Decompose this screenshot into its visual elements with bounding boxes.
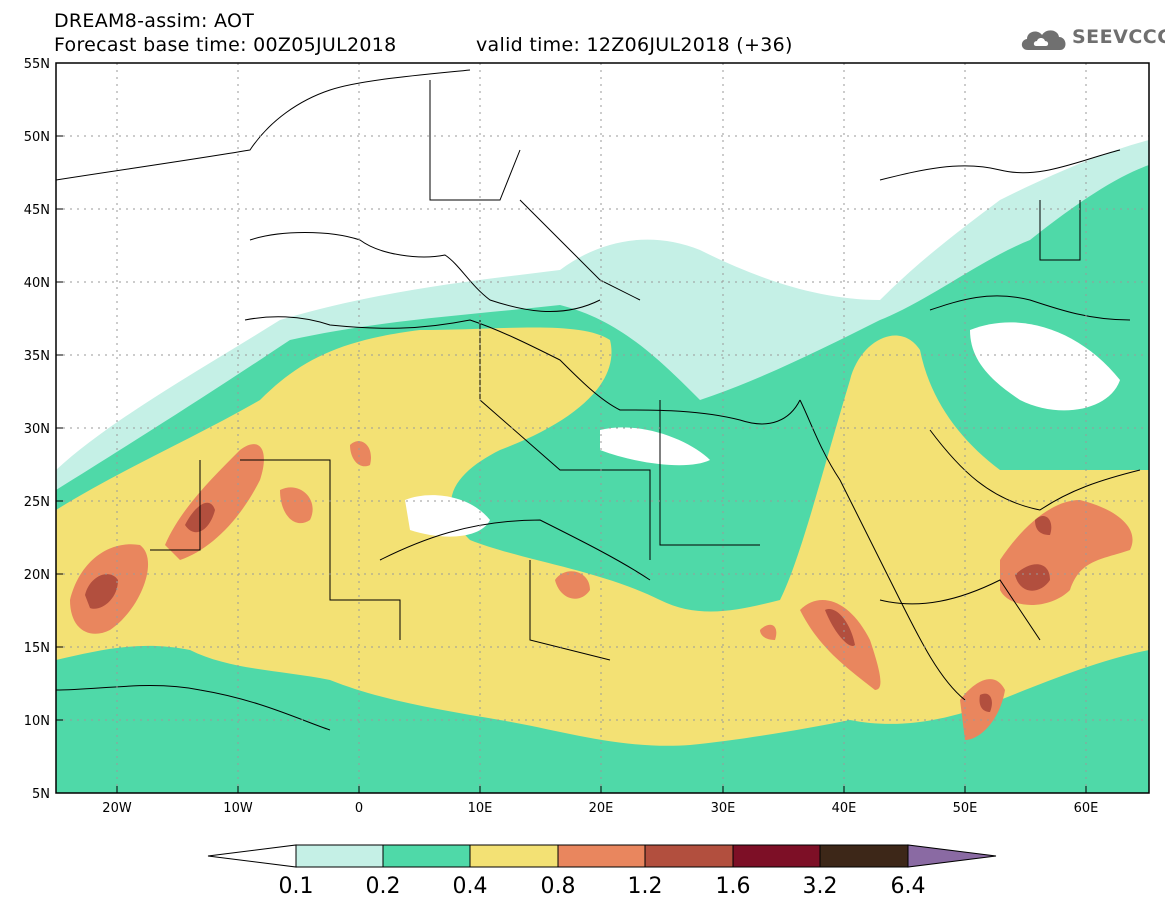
lon-label: 10E [468, 801, 493, 816]
lat-label: 50N [24, 130, 50, 145]
lon-label: 40E [832, 801, 857, 816]
colorbar-label: 3.2 [803, 874, 838, 899]
colorbar-swatch [382, 844, 471, 868]
lat-label: 5N [32, 787, 50, 802]
colorbar-low-arrow [207, 844, 297, 868]
seevccc-logo: SEEVCCC [1018, 24, 1165, 54]
forecast-base-time: Forecast base time: 00Z05JUL2018 [54, 34, 397, 56]
lat-label: 35N [24, 349, 50, 364]
lat-label: 10N [24, 714, 50, 729]
colorbar-label: 0.2 [366, 874, 401, 899]
colorbar-label: 0.8 [541, 874, 576, 899]
axis-ticks [56, 135, 1087, 793]
colorbar-label: 0.1 [279, 874, 314, 899]
lon-label: 0 [355, 801, 363, 816]
valid-time: valid time: 12Z06JUL2018 (+36) [476, 34, 793, 56]
lon-label: 60E [1074, 801, 1099, 816]
lon-label: 50E [953, 801, 978, 816]
colorbar-high-arrow [907, 844, 997, 868]
colorbar-swatch [557, 844, 646, 868]
aot-band-0.8 [70, 441, 1133, 740]
lat-label: 15N [24, 641, 50, 656]
colorbar-swatch [295, 844, 384, 868]
lon-label: 20W [102, 801, 132, 816]
colorbar-label: 6.4 [891, 874, 926, 899]
colorbar-swatch [732, 844, 821, 868]
aot-band-0.4 [56, 327, 1149, 746]
lon-label: 30E [711, 801, 736, 816]
colorbar-label: 1.2 [628, 874, 663, 899]
coastlines [56, 69, 1141, 731]
logo-text: SEEVCCC [1072, 26, 1165, 48]
lat-label: 45N [24, 203, 50, 218]
colorbar-label: 0.4 [453, 874, 488, 899]
map-title: DREAM8-assim: AOT [54, 10, 255, 32]
lon-label: 10W [223, 801, 253, 816]
lat-label: 20N [24, 568, 50, 583]
graticule [56, 63, 1149, 793]
colorbar-label: 1.6 [716, 874, 751, 899]
lat-label: 55N [24, 57, 50, 72]
lat-label: 40N [24, 276, 50, 291]
lon-label: 20E [589, 801, 614, 816]
colorbar-swatch [469, 844, 559, 868]
lat-label: 30N [24, 422, 50, 437]
cloud-icon [1021, 30, 1066, 50]
colorbar-swatch [644, 844, 734, 868]
colorbar-swatch [819, 844, 909, 868]
colorbar: 0.1 0.2 0.4 0.8 1.2 1.6 3.2 6.4 [207, 844, 997, 899]
lat-label: 25N [24, 495, 50, 510]
